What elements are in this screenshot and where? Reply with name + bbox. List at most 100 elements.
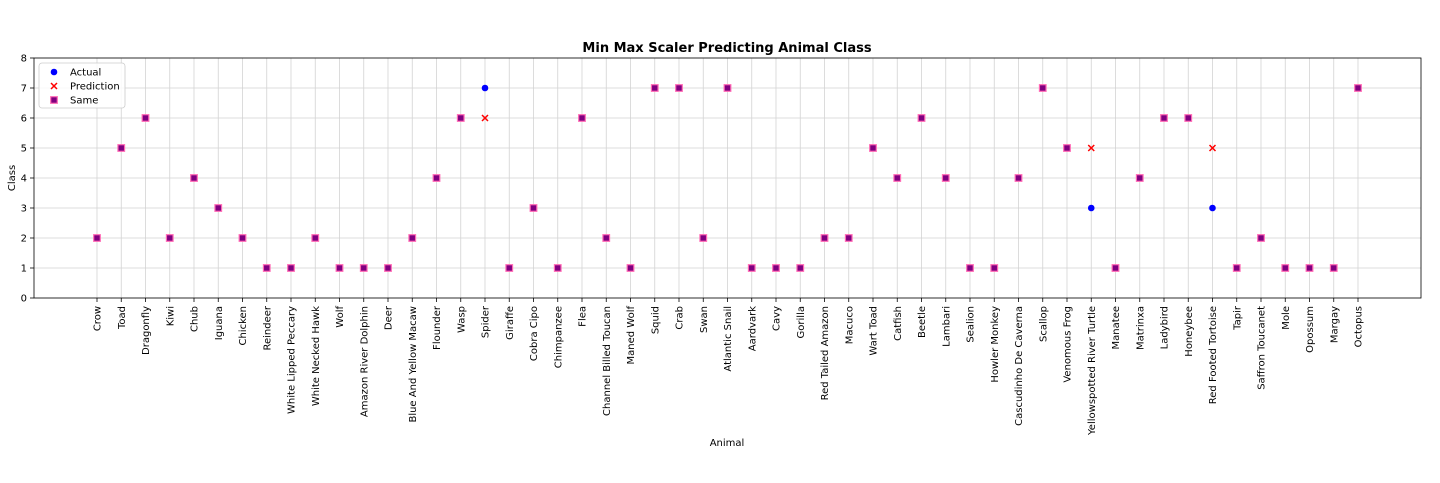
same-point <box>772 264 780 272</box>
x-tick-label: Deer <box>384 305 395 330</box>
same-point <box>1111 264 1120 272</box>
same-point <box>262 264 271 272</box>
same-point <box>1354 84 1362 92</box>
actual-point <box>1209 204 1216 212</box>
x-tick-label: Lambari <box>941 306 952 347</box>
legend-label: Prediction <box>70 82 120 93</box>
same-point <box>844 234 853 242</box>
x-tick-label: Reindeer <box>262 305 273 350</box>
same-point <box>117 144 126 152</box>
y-axis-label: Class <box>7 165 18 191</box>
same-point <box>1329 264 1338 272</box>
x-tick-label: Crab <box>675 306 686 330</box>
same-point <box>796 264 805 272</box>
x-tick-label: Cobra Cipo <box>529 306 540 361</box>
same-point <box>141 114 150 122</box>
same-point <box>626 264 635 272</box>
x-tick-label: Flea <box>578 306 589 327</box>
same-point <box>529 204 538 212</box>
same-point <box>747 264 756 272</box>
same-point <box>553 264 562 272</box>
x-tick-label: Manatee <box>1111 306 1122 349</box>
x-tick-label: Maned Wolf <box>626 306 637 365</box>
x-tick-label: Matrinxa <box>1135 306 1146 350</box>
same-point <box>190 174 198 182</box>
x-ticks: Crow Toad Dragonfly Kiwi Chub Iguana Chicken Re… <box>93 298 1365 436</box>
grid-lines <box>34 57 1421 299</box>
y-tick-label: 0 <box>21 294 27 305</box>
actual-point <box>481 84 489 92</box>
y-tick-label: 5 <box>21 144 27 155</box>
same-point <box>699 234 708 242</box>
x-tick-label: Gorilla <box>796 306 807 338</box>
same-point <box>93 234 101 242</box>
x-tick-label: Squid <box>650 306 661 334</box>
same-point <box>602 234 611 242</box>
legend-same-marker <box>50 96 58 104</box>
same-point <box>578 114 586 122</box>
x-tick-label: Spider <box>481 305 492 338</box>
same-point <box>238 234 247 242</box>
x-tick-label: Amazon River Dolphin <box>359 306 370 417</box>
x-tick-label: Cavy <box>772 306 783 331</box>
y-tick-label: 4 <box>21 174 27 185</box>
actual-point <box>1087 204 1095 212</box>
same-point <box>990 264 999 272</box>
y-ticks: 0 1 2 3 4 5 6 7 8 <box>21 54 34 305</box>
same-point <box>384 264 392 272</box>
prediction-point <box>481 114 489 122</box>
x-tick-label: Kiwi <box>165 306 176 326</box>
prediction-point <box>1087 144 1095 152</box>
same-point <box>408 234 417 242</box>
x-tick-label: Dragonfly <box>141 306 152 355</box>
same-point <box>917 114 926 122</box>
x-tick-label: Macuco <box>844 306 855 344</box>
same-point <box>287 264 295 272</box>
same-point <box>1160 114 1168 122</box>
same-point <box>1305 264 1314 272</box>
same-point <box>165 234 174 242</box>
same-point <box>1063 144 1071 152</box>
x-tick-label: Margay <box>1329 306 1340 343</box>
x-tick-label: White Necked Hawk <box>311 306 322 406</box>
same-point <box>432 174 441 182</box>
x-tick-label: Red Footed Tortoise <box>1208 306 1219 404</box>
x-tick-label: Honeybee <box>1184 306 1195 357</box>
same-point <box>1232 264 1241 272</box>
legend-actual-marker <box>50 68 58 76</box>
same-point <box>675 84 683 92</box>
x-tick-label: Cascudinho De Caverna <box>1014 306 1025 426</box>
same-point <box>723 84 732 92</box>
same-point <box>1281 264 1290 272</box>
same-point <box>966 264 974 272</box>
x-tick-label: Chub <box>190 306 201 332</box>
same-point <box>869 144 877 152</box>
y-tick-label: 2 <box>21 234 27 245</box>
same-point <box>893 174 902 182</box>
same-point <box>650 84 659 92</box>
legend-label: Actual <box>70 68 101 79</box>
x-tick-label: Beetle <box>917 306 928 338</box>
same-point <box>1014 174 1023 182</box>
y-tick-label: 6 <box>21 114 27 125</box>
same-point <box>335 264 344 272</box>
x-axis-label: Animal <box>710 438 745 449</box>
legend-box <box>38 62 126 109</box>
x-tick-label: Wolf <box>335 306 346 328</box>
x-tick-label: Atlantic Snail <box>723 306 734 372</box>
legend-label: Same <box>70 96 98 107</box>
y-tick-label: 8 <box>21 54 27 65</box>
x-tick-label: Opossum <box>1305 306 1316 353</box>
x-tick-label: Red Tailed Amazon <box>820 306 831 400</box>
x-tick-label: Wasp <box>456 306 467 333</box>
chart-title: Min Max Scaler Predicting Animal Class <box>582 41 871 56</box>
same-point <box>505 264 514 272</box>
same-point <box>941 174 950 182</box>
y-tick-label: 3 <box>21 204 27 215</box>
same-point <box>1135 174 1144 182</box>
x-tick-label: Giraffe <box>505 306 516 340</box>
x-tick-label: Tapir <box>1232 305 1243 331</box>
same-point <box>1184 114 1193 122</box>
x-tick-label: White Lipped Peccary <box>287 306 298 414</box>
